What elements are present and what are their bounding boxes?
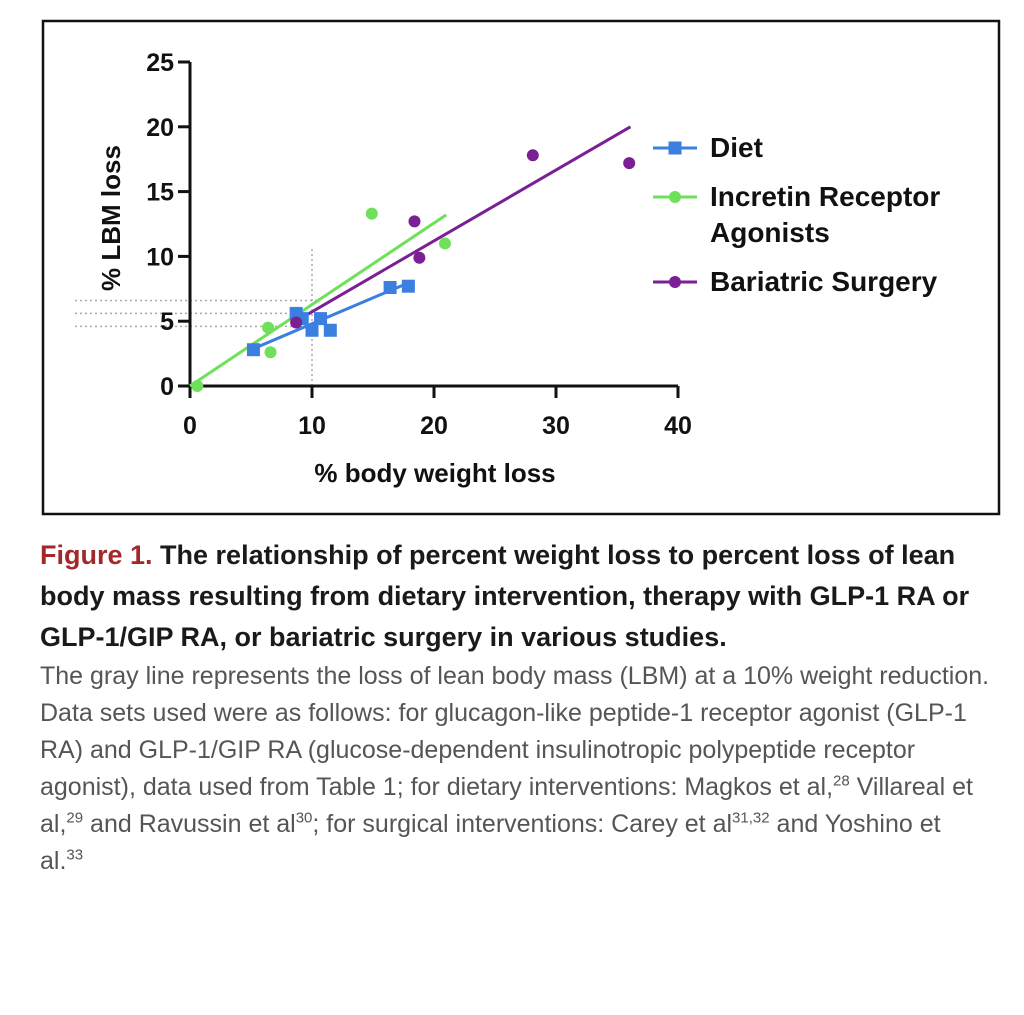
data-point xyxy=(314,312,328,326)
caption-text: ; for surgical interventions: Carey et a… xyxy=(312,810,733,838)
y-tick-label: 20 xyxy=(146,114,174,142)
data-point xyxy=(438,237,451,250)
legend-symbol xyxy=(653,191,697,203)
caption-body: The gray line represents the loss of lea… xyxy=(40,658,990,880)
y-tick-label: 0 xyxy=(160,373,174,401)
data-point xyxy=(264,346,277,359)
data-point xyxy=(305,323,319,337)
reference-number: 29 xyxy=(66,809,84,827)
y-tick-label: 25 xyxy=(146,49,174,77)
data-point xyxy=(401,279,415,293)
y-axis-label: % LBM loss xyxy=(96,145,126,291)
data-point xyxy=(365,207,378,220)
fit-line xyxy=(189,213,448,388)
data-point xyxy=(413,251,426,264)
caption-title: The relationship of percent weight loss … xyxy=(40,540,970,652)
x-tick-label: 40 xyxy=(664,412,692,440)
caption-text: and Ravussin et al xyxy=(83,810,296,838)
legend-item: Bariatric Surgery xyxy=(650,264,975,300)
data-point xyxy=(290,316,303,329)
caption-text: and Yoshino et al. xyxy=(40,810,941,875)
caption-text: The gray line represents the loss of lea… xyxy=(40,662,990,801)
reference-number: 31,32 xyxy=(732,809,770,827)
x-tick-label: 30 xyxy=(542,412,570,440)
data-point xyxy=(623,157,636,170)
chart: % body weight loss % LBM loss 0 5 10 15 20 25… xyxy=(41,19,1001,516)
data-point xyxy=(669,191,681,203)
reference-number: 28 xyxy=(833,772,850,790)
x-tick-label: 20 xyxy=(420,412,448,440)
legend-symbol xyxy=(653,141,697,155)
data-point xyxy=(383,281,397,295)
fit-line xyxy=(303,125,632,318)
fit-line xyxy=(250,280,411,352)
legend-label: Incretin Receptor Agonists xyxy=(710,181,941,248)
reference-number: 33 xyxy=(66,846,84,864)
legend-symbol xyxy=(653,276,697,288)
figure-frame xyxy=(41,19,1001,516)
data-point xyxy=(246,343,260,357)
caption-label: Figure 1. xyxy=(40,540,153,570)
data-point xyxy=(526,149,539,162)
legend-label: Bariatric Surgery xyxy=(710,266,938,297)
legend-item: Incretin Receptor Agonists xyxy=(650,179,975,251)
x-tick-label: 0 xyxy=(183,412,197,440)
y-tick-label: 10 xyxy=(146,243,174,271)
x-axis-label: % body weight loss xyxy=(314,458,555,488)
data-point xyxy=(323,323,337,337)
x-tick-label: 10 xyxy=(298,412,326,440)
legend-label: Diet xyxy=(710,132,763,163)
data-point xyxy=(262,321,275,334)
y-tick-label: 15 xyxy=(146,179,174,207)
data-point xyxy=(408,215,421,228)
y-tick-label: 5 xyxy=(160,308,174,336)
data-point xyxy=(669,276,681,288)
caption: Figure 1. The relationship of percent we… xyxy=(40,535,990,880)
reference-number: 30 xyxy=(295,809,313,827)
data-point xyxy=(668,141,682,155)
caption-heading: Figure 1. The relationship of percent we… xyxy=(40,535,990,658)
caption-text: Villareal et al, xyxy=(40,773,973,838)
legend-item: Diet xyxy=(650,130,975,166)
legend: Diet Incretin Receptor Agonists Bariatric … xyxy=(650,130,980,313)
data-point xyxy=(191,380,204,392)
